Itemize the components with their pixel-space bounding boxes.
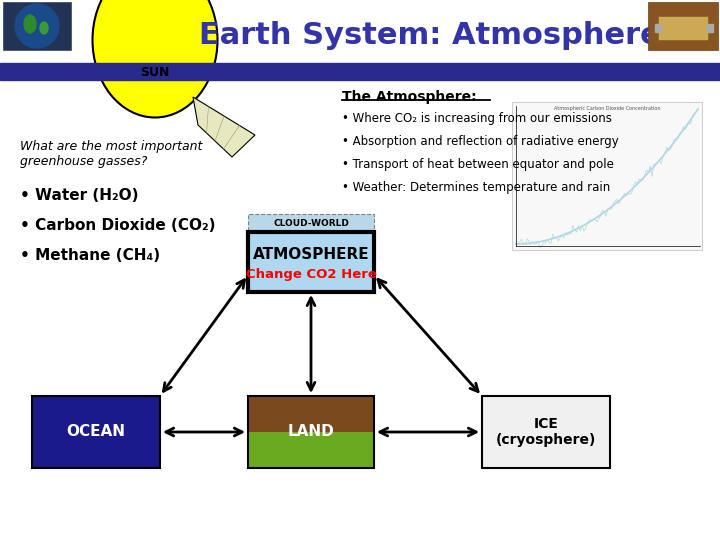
Bar [248,432,374,468]
Text: CLOUD-WORLD: CLOUD-WORLD [273,219,349,227]
Text: What are the most important
greenhouse gasses?: What are the most important greenhouse g… [20,140,202,168]
Circle shape [15,4,59,48]
Text: Earth System: Atmosphere: Earth System: Atmosphere [199,21,661,50]
Text: The Atmosphere:: The Atmosphere: [342,90,477,104]
Ellipse shape [92,0,217,118]
Ellipse shape [40,22,48,34]
Text: • Transport of heat between equator and pole: • Transport of heat between equator and … [342,158,614,171]
Bar [658,16,708,40]
Ellipse shape [24,15,36,33]
Bar [3,2,71,50]
Bar [248,396,374,432]
Text: LAND: LAND [287,424,334,440]
Text: • Absorption and reflection of radiative energy: • Absorption and reflection of radiative… [342,135,618,148]
Bar [707,24,713,32]
Bar [32,396,160,468]
Text: SUN: SUN [140,65,170,78]
Text: • Methane (CH₄): • Methane (CH₄) [20,248,160,263]
Bar [248,232,374,292]
Text: Change CO2 Here: Change CO2 Here [246,268,377,281]
Text: • Water (H₂O): • Water (H₂O) [20,188,138,203]
Text: ATMOSPHERE: ATMOSPHERE [253,247,369,262]
Text: • Carbon Dioxide (CO₂): • Carbon Dioxide (CO₂) [20,218,215,233]
Text: • Where CO₂ is increasing from our emissions: • Where CO₂ is increasing from our emiss… [342,112,612,125]
Bar [248,396,374,468]
Bar [648,2,718,50]
Bar [248,214,374,232]
Bar [655,24,661,32]
Text: OCEAN: OCEAN [66,424,125,440]
Text: • Weather: Determines temperature and rain: • Weather: Determines temperature and ra… [342,181,611,194]
Bar [482,396,610,468]
Text: Atmospheric Carbon Dioxide Concentration: Atmospheric Carbon Dioxide Concentration [554,106,660,111]
Bar [512,102,702,250]
Polygon shape [193,97,255,157]
Text: ICE
(cryosphere): ICE (cryosphere) [496,417,596,447]
Bar [0,63,720,80]
